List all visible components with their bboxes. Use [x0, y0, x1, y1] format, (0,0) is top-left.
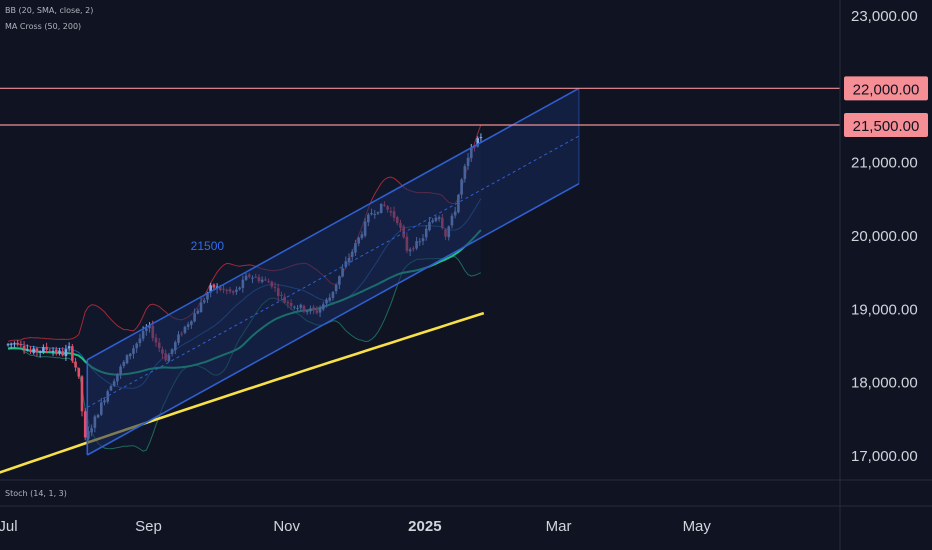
price-badge-label: 21,500.00 — [853, 118, 920, 135]
candle-body — [38, 351, 42, 353]
candle-body — [9, 343, 13, 345]
candle-body — [29, 349, 32, 352]
price-badge — [844, 76, 928, 101]
candle-body — [13, 343, 16, 345]
candle-body — [74, 361, 77, 368]
x-tick-label: Nov — [273, 518, 300, 535]
y-tick-label: 17,000.00 — [851, 448, 918, 465]
y-tick-label: 18,000.00 — [851, 375, 918, 392]
candle-body — [45, 346, 48, 350]
channel-lower-line[interactable] — [86, 182, 580, 456]
x-tick-label: 2025 — [408, 518, 441, 535]
candle-body — [83, 411, 87, 438]
candle-body — [16, 342, 19, 345]
candle-body — [35, 348, 39, 353]
y-tick-label: 19,000.00 — [851, 301, 918, 318]
bb-indicator-label[interactable]: BB (20, SMA, close, 2) — [5, 6, 94, 15]
stoch-indicator-label[interactable]: Stoch (14, 1, 3) — [5, 489, 67, 498]
candle-body — [48, 350, 52, 352]
price-badge — [844, 113, 928, 137]
x-tick-label: Jul — [0, 518, 18, 535]
x-tick-label: Mar — [546, 518, 572, 535]
channel-upper-line[interactable] — [86, 87, 580, 361]
annotation-label[interactable]: 21500 — [191, 239, 225, 253]
candle-body — [6, 344, 10, 346]
candle-body — [26, 349, 29, 351]
candle-body — [51, 350, 55, 353]
candle-body — [32, 348, 36, 353]
ma200-line — [0, 311, 485, 474]
candle-body — [80, 376, 84, 412]
candle-body — [58, 350, 61, 353]
x-tick-label: May — [683, 518, 712, 535]
candle-body — [71, 346, 74, 361]
channel-fill — [87, 88, 579, 455]
candle-body — [64, 349, 68, 356]
candle-body — [19, 344, 23, 346]
y-tick-label: 21,000.00 — [851, 155, 918, 172]
candle-body — [476, 138, 480, 147]
candle-body — [61, 351, 64, 356]
candle-body — [212, 284, 216, 288]
candle-body — [479, 137, 483, 139]
candle-body — [54, 349, 58, 353]
candle-body — [42, 347, 45, 353]
candle-body — [22, 346, 26, 349]
candle-body — [77, 368, 81, 377]
candle-body — [67, 346, 71, 349]
y-tick-label: 23,000.00 — [851, 8, 918, 25]
y-tick-label: 20,000.00 — [851, 228, 918, 245]
price-badge-label: 22,000.00 — [853, 81, 920, 98]
candle-body — [209, 285, 212, 293]
ma-cross-indicator-label[interactable]: MA Cross (50, 200) — [5, 22, 82, 31]
x-tick-label: Sep — [135, 518, 162, 535]
